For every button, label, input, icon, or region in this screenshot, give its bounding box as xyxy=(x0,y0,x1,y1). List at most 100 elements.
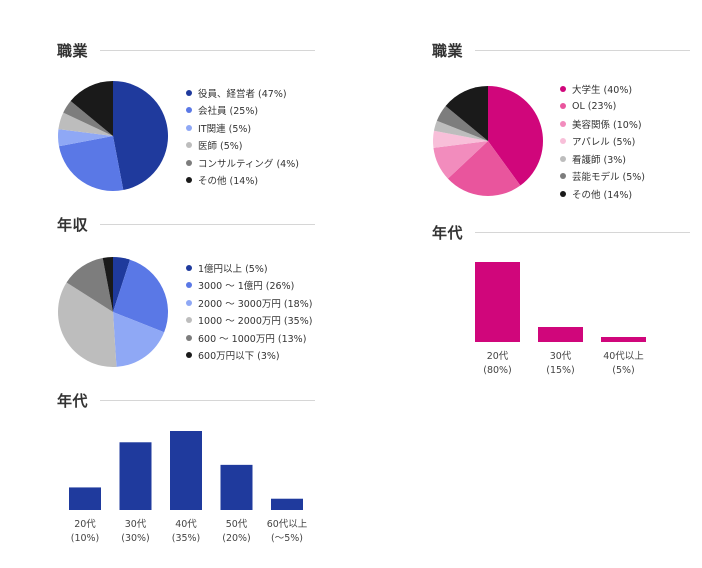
legend-label: OL (23%) xyxy=(572,100,617,112)
pie-chart-income xyxy=(58,257,168,367)
bar-category-label: 30代 xyxy=(125,519,147,530)
bar-value-label: (80%) xyxy=(483,365,512,376)
bar-2 xyxy=(601,337,646,342)
legend-swatch xyxy=(186,352,192,359)
legend-occupation-left: 役員、経営者 (47%) 会社員 (25%) IT関連 (5%) 医師 (5%) コンサ… xyxy=(186,84,299,189)
bar-1 xyxy=(538,327,583,342)
bar-category-label: 40代 xyxy=(175,519,197,530)
legend-swatch xyxy=(560,155,566,162)
legend-swatch xyxy=(186,107,192,114)
pie-slice-0 xyxy=(113,81,168,191)
legend-label: 3000 ～ 1億円 (26%) xyxy=(198,281,295,293)
pie-slice-3 xyxy=(58,112,113,136)
legend-swatch xyxy=(186,299,192,306)
legend-label: 2000 ～ 3000万円 (18%) xyxy=(198,298,313,310)
section-title: 職業 xyxy=(57,42,89,60)
section-title: 年収 xyxy=(57,216,89,234)
section-divider xyxy=(100,50,315,51)
bar-category-label: 50代 xyxy=(226,519,248,530)
pie-slice-5 xyxy=(102,257,113,312)
section-divider xyxy=(100,400,315,401)
legend-swatch xyxy=(186,334,192,341)
section-title: 年代 xyxy=(432,224,464,242)
section-header-income: 年収 xyxy=(57,214,315,235)
section-divider xyxy=(100,224,315,225)
pie-slice-1 xyxy=(58,136,124,191)
legend-label: その他 (14%) xyxy=(198,176,259,188)
legend-item: 役員、経営者 (47%) xyxy=(186,84,299,102)
legend-label: コンサルティング (4%) xyxy=(198,158,299,170)
pie-chart-occupation-left xyxy=(58,81,168,191)
pie-slice-1 xyxy=(113,259,168,333)
pie-slice-1 xyxy=(447,141,521,196)
legend-label: 大学生 (40%) xyxy=(572,84,633,96)
legend-label: 美容関係 (10%) xyxy=(572,119,642,131)
bar-value-label: (30%) xyxy=(121,533,150,544)
pie-slice-2 xyxy=(433,141,488,179)
legend-item: IT関連 (5%) xyxy=(186,119,299,137)
legend-swatch xyxy=(560,173,566,180)
bar-chart-age-left: 20代 (10%) 30代 (30%) 40代 (35%) 50代 (20%) 60代以上 (～5… xyxy=(69,431,308,544)
legend-swatch xyxy=(186,124,192,131)
pie-slice-5 xyxy=(436,105,488,141)
section-header-age-left: 年代 xyxy=(57,390,315,411)
legend-label: 600万円以下 (3%) xyxy=(198,351,280,363)
pie-slice-0 xyxy=(113,257,130,312)
legend-item: 3000 ～ 1億円 (26%) xyxy=(186,277,312,295)
legend-label: 1億円以上 (5%) xyxy=(198,263,268,275)
section-title: 職業 xyxy=(432,42,464,60)
legend-item: 芸能モデル (5%) xyxy=(560,168,645,186)
legend-item: OL (23%) xyxy=(560,98,645,116)
legend-label: 1000 ～ 2000万円 (35%) xyxy=(198,316,313,328)
pie-slice-3 xyxy=(433,130,488,148)
legend-label: 600 ～ 1000万円 (13%) xyxy=(198,333,307,345)
legend-label: 看護師 (3%) xyxy=(572,154,627,166)
legend-income: 1億円以上 (5%) 3000 ～ 1億円 (26%) 2000 ～ 3000万円 … xyxy=(186,259,312,364)
bar-category-label: 20代 xyxy=(487,351,509,362)
legend-swatch xyxy=(560,120,566,127)
legend-item: 2000 ～ 3000万円 (18%) xyxy=(186,294,312,312)
legend-swatch xyxy=(186,282,192,289)
legend-label: その他 (14%) xyxy=(572,189,633,201)
legend-item: 600 ～ 1000万円 (13%) xyxy=(186,329,312,347)
bar-value-label: (15%) xyxy=(546,365,575,376)
legend-swatch xyxy=(560,85,566,92)
legend-item: 大学生 (40%) xyxy=(560,80,645,98)
bar-value-label: (5%) xyxy=(612,365,634,376)
legend-item: コンサルティング (4%) xyxy=(186,154,299,172)
legend-swatch xyxy=(560,138,566,145)
pie-slice-4 xyxy=(63,100,113,136)
bar-chart-age-right: 20代 (80%) 30代 (15%) 40代以上 (5%) xyxy=(475,262,646,376)
bar-3 xyxy=(220,464,253,510)
legend-swatch xyxy=(560,190,566,197)
section-divider xyxy=(475,50,690,51)
bar-category-label: 30代 xyxy=(550,351,572,362)
pie-chart-occupation-right xyxy=(433,86,543,196)
section-divider xyxy=(475,232,690,233)
pie-slice-2 xyxy=(58,129,113,147)
section-header-age-right: 年代 xyxy=(432,222,690,243)
bar-value-label: (10%) xyxy=(71,533,100,544)
bar-4 xyxy=(271,498,303,510)
bar-category-label: 60代以上 xyxy=(267,519,308,530)
pie-slice-5 xyxy=(70,81,113,136)
legend-swatch xyxy=(186,89,192,96)
pie-slice-0 xyxy=(488,86,543,186)
pie-slice-6 xyxy=(445,86,488,141)
legend-item: 美容関係 (10%) xyxy=(560,115,645,133)
bar-category-label: 20代 xyxy=(74,519,96,530)
section-header-occupation-left: 職業 xyxy=(57,40,315,61)
section-title: 年代 xyxy=(57,392,89,410)
bar-1 xyxy=(119,442,152,510)
legend-item: 1億円以上 (5%) xyxy=(186,259,312,277)
legend-item: その他 (14%) xyxy=(186,172,299,190)
pie-slice-4 xyxy=(433,120,488,141)
pie-slice-3 xyxy=(58,282,117,367)
legend-item: 会社員 (25%) xyxy=(186,102,299,120)
legend-swatch xyxy=(186,177,192,184)
legend-item: アパレル (5%) xyxy=(560,133,645,151)
legend-item: 1000 ～ 2000万円 (35%) xyxy=(186,312,312,330)
legend-item: 600万円以下 (3%) xyxy=(186,347,312,365)
bar-0 xyxy=(69,487,101,510)
legend-swatch xyxy=(560,103,566,110)
